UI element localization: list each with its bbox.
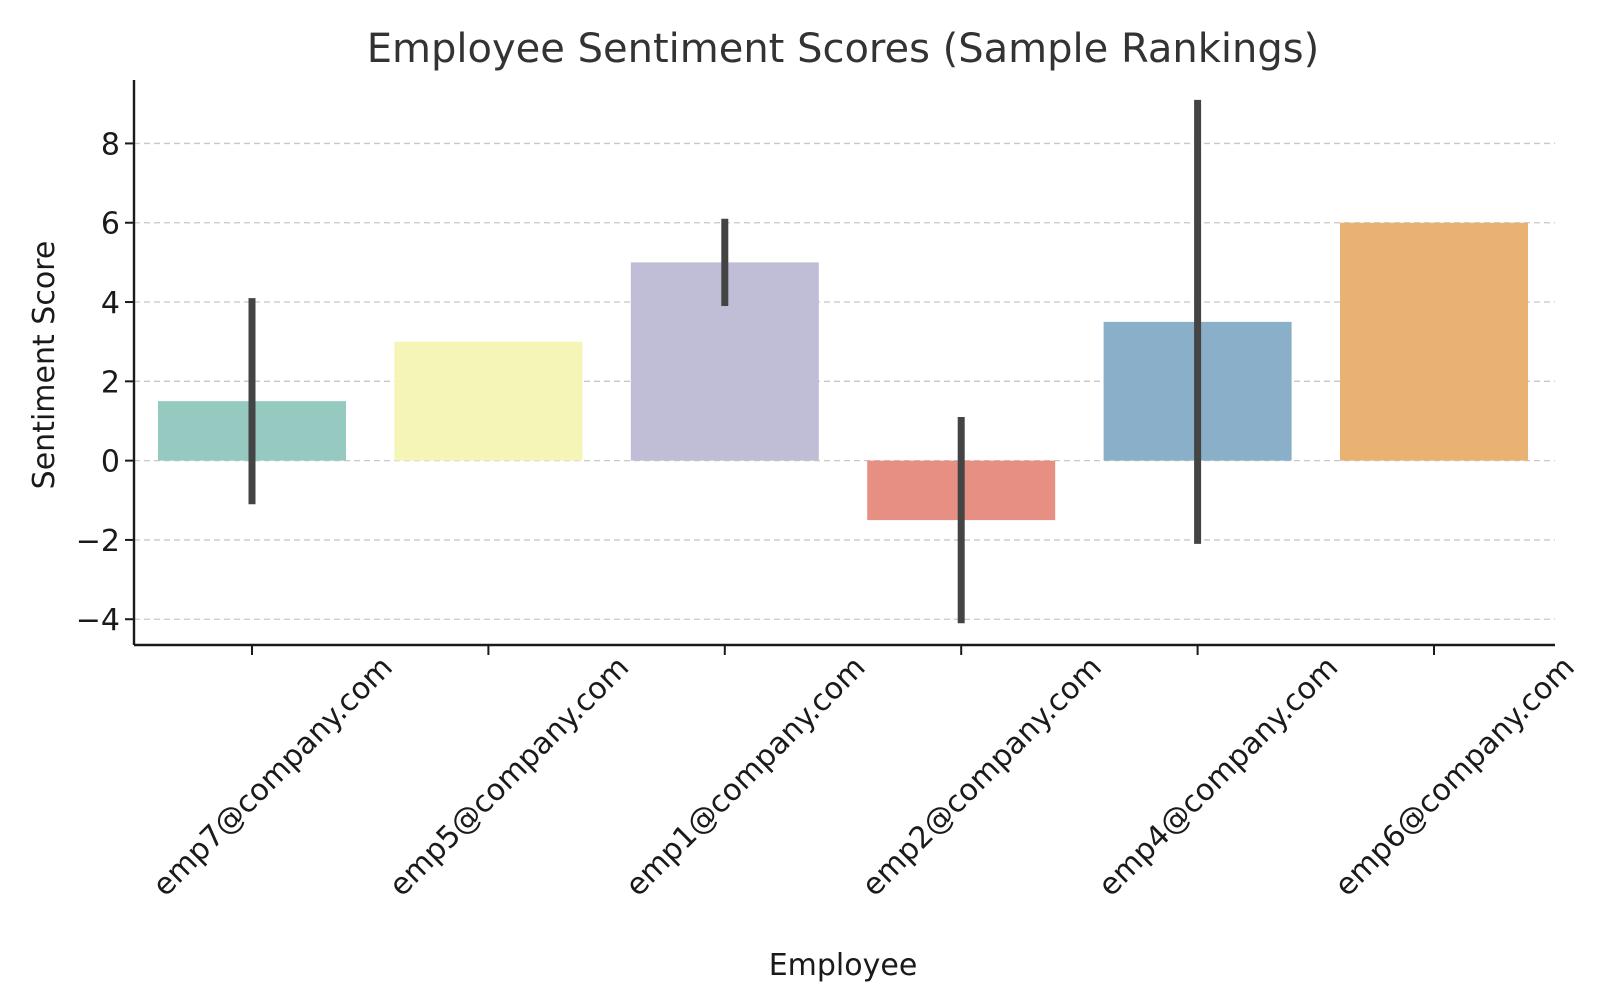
x-axis-label: Employee [769,948,918,983]
y-tick-label: 8 [101,127,120,162]
y-tick-label: −2 [76,524,120,559]
error-bars [248,99,1202,624]
y-axis-label: Sentiment Score [27,241,62,490]
y-ticks: −4 −2 0 2 4 6 8 [76,127,134,638]
chart-title: Employee Sentiment Scores (Sample Rankin… [367,26,1319,72]
bars [158,222,1528,521]
x-tick-label: emp2@company.com [855,650,1108,903]
x-tick-label: emp7@company.com [146,650,399,903]
bar [394,341,583,461]
grid [134,142,1555,620]
y-tick-label: 2 [101,365,120,400]
x-tick-label: emp4@company.com [1092,650,1345,903]
bar [1340,222,1528,461]
y-tick-label: 6 [101,207,120,242]
y-tick-label: 4 [101,286,120,321]
x-tick-label: emp5@company.com [383,650,636,903]
y-tick-label: 0 [101,445,120,480]
x-ticks: emp7@company.comemp5@company.comemp1@com… [146,645,1582,903]
y-tick-label: −4 [76,603,120,638]
x-tick-label: emp6@company.com [1328,650,1581,903]
x-tick-label: emp1@company.com [619,650,872,903]
